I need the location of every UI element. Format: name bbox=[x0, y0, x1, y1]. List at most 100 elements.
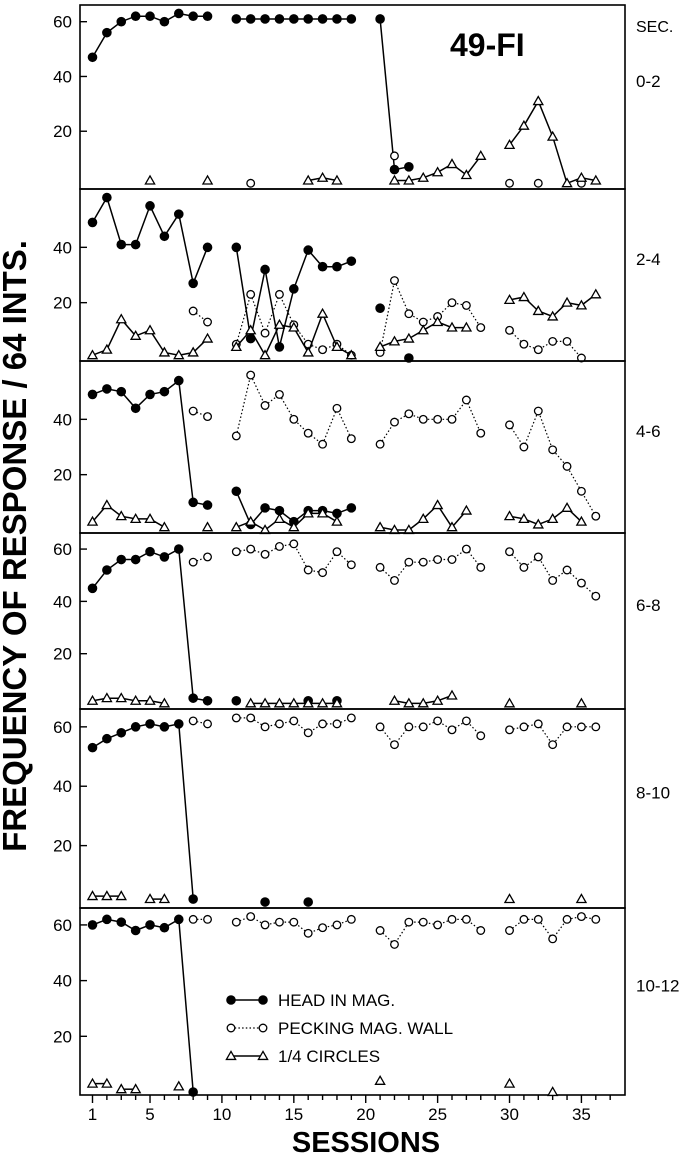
panel-0-2: 20 40 60 0-2 bbox=[53, 4, 661, 190]
quarter-circles-point bbox=[129, 329, 142, 340]
pecking-mag-wall-point bbox=[533, 406, 543, 416]
head-in-mag-point bbox=[130, 554, 141, 565]
legend-item: PECKING MAG. WALL bbox=[226, 1019, 453, 1038]
head-in-mag-point bbox=[231, 486, 242, 497]
quarter-circles-point bbox=[446, 521, 458, 532]
quarter-circles-point bbox=[561, 296, 573, 307]
quarter-circles-point bbox=[257, 1050, 269, 1061]
head-in-mag-point bbox=[346, 256, 357, 266]
quarter-circles-point bbox=[431, 166, 444, 177]
quarter-circles-point bbox=[590, 174, 602, 185]
quarter-circles-point bbox=[331, 174, 343, 185]
pecking-mag-wall-point bbox=[562, 565, 572, 575]
quarter-circles-point bbox=[101, 692, 113, 703]
quarter-circles-point bbox=[431, 694, 444, 705]
quarter-circles-point bbox=[532, 518, 545, 529]
pecking-mag-wall-point bbox=[289, 414, 299, 424]
quarter-circles-point bbox=[417, 513, 429, 524]
pecking-mag-wall-point bbox=[390, 276, 399, 285]
quarter-circles-point bbox=[518, 291, 530, 302]
y-tick-label: 40 bbox=[53, 972, 72, 991]
quarter-circles-point bbox=[431, 316, 444, 327]
quarter-circles-point bbox=[259, 349, 271, 360]
pecking-mag-wall-point bbox=[519, 914, 529, 924]
head-in-mag-point bbox=[274, 342, 285, 352]
head-in-mag-point bbox=[260, 503, 270, 513]
series-line bbox=[192, 410, 208, 418]
pecking-mag-wall-point bbox=[346, 914, 356, 924]
x-tick-label: 25 bbox=[428, 1105, 447, 1124]
head-in-mag-point bbox=[145, 546, 155, 557]
panel-10-12: 20 40 60 10-12 bbox=[53, 907, 679, 1097]
head-in-mag-point bbox=[102, 27, 112, 38]
panel-frame bbox=[79, 188, 626, 362]
pecking-mag-wall-point bbox=[246, 370, 256, 380]
pecking-mag-wall-point bbox=[246, 289, 256, 299]
pecking-mag-wall-point bbox=[188, 406, 198, 416]
quarter-circles-point bbox=[115, 692, 127, 703]
pecking-mag-wall-point bbox=[246, 912, 256, 922]
head-in-mag-point bbox=[260, 264, 270, 275]
legend-label: HEAD IN MAG. bbox=[278, 991, 395, 1010]
series-head-in-mag- bbox=[87, 544, 342, 706]
pecking-mag-wall-point bbox=[390, 740, 399, 750]
quarter-circles-point bbox=[201, 332, 214, 343]
pecking-mag-wall-point bbox=[533, 719, 543, 729]
quarter-circles-point bbox=[331, 341, 343, 352]
pecking-mag-wall-point bbox=[289, 539, 299, 549]
quarter-circles-point bbox=[561, 177, 573, 188]
head-in-mag-point bbox=[102, 192, 112, 203]
quarter-circles-point bbox=[374, 521, 386, 532]
panel-interval-label: 10-12 bbox=[636, 977, 679, 996]
chart-title: 49-FI bbox=[450, 27, 525, 63]
head-in-mag-point bbox=[346, 14, 357, 24]
head-in-mag-point bbox=[226, 995, 236, 1005]
quarter-circles-point bbox=[244, 324, 257, 335]
head-in-mag-point bbox=[102, 914, 112, 925]
head-in-mag-point bbox=[202, 242, 213, 253]
quarter-circles-point bbox=[546, 130, 559, 141]
quarter-circles-point bbox=[518, 119, 530, 130]
quarter-circles-point bbox=[115, 890, 127, 901]
quarter-circles-point bbox=[374, 341, 386, 352]
quarter-circles-point bbox=[417, 171, 429, 182]
quarter-circles-point bbox=[302, 346, 314, 357]
head-in-mag-point bbox=[173, 8, 184, 19]
quarter-circles-point bbox=[288, 321, 300, 332]
quarter-circles-point bbox=[316, 697, 329, 708]
pecking-mag-wall-point bbox=[576, 353, 586, 363]
panel-interval-label: 6-8 bbox=[636, 596, 661, 615]
pecking-mag-wall-point bbox=[548, 934, 558, 944]
pecking-mag-wall-point bbox=[548, 740, 558, 750]
quarter-circles-point bbox=[273, 318, 286, 329]
y-tick-label: 60 bbox=[53, 718, 72, 737]
pecking-mag-wall-point bbox=[231, 547, 241, 557]
quarter-circles-point bbox=[388, 335, 401, 346]
pecking-mag-wall-point bbox=[505, 725, 514, 735]
head-in-mag-point bbox=[303, 897, 314, 907]
quarter-circles-point bbox=[144, 324, 156, 335]
pecking-mag-wall-point bbox=[289, 716, 299, 726]
head-in-mag-point bbox=[258, 995, 268, 1005]
pecking-mag-wall-point bbox=[505, 926, 514, 935]
head-in-mag-point bbox=[159, 16, 170, 27]
pecking-mag-wall-point bbox=[447, 914, 457, 924]
panel-frame bbox=[79, 4, 626, 190]
quarter-circles-point bbox=[331, 697, 343, 708]
quarter-circles-point bbox=[503, 697, 516, 708]
quarter-circles-point bbox=[575, 893, 588, 904]
pecking-mag-wall-point bbox=[404, 309, 414, 319]
head-in-mag-point bbox=[130, 239, 141, 250]
head-in-mag-point bbox=[87, 583, 98, 594]
series-pecking-mag-wall bbox=[246, 151, 586, 188]
quarter-circles-point bbox=[144, 174, 156, 185]
quarter-circles-point bbox=[230, 521, 243, 532]
head-in-mag-point bbox=[346, 503, 357, 513]
pecking-mag-wall-point bbox=[433, 414, 443, 424]
pecking-mag-wall-point bbox=[562, 461, 572, 471]
head-in-mag-point bbox=[375, 303, 385, 314]
head-in-mag-point bbox=[332, 261, 342, 272]
head-in-mag-point bbox=[116, 239, 127, 250]
pecking-mag-wall-point bbox=[188, 914, 198, 924]
